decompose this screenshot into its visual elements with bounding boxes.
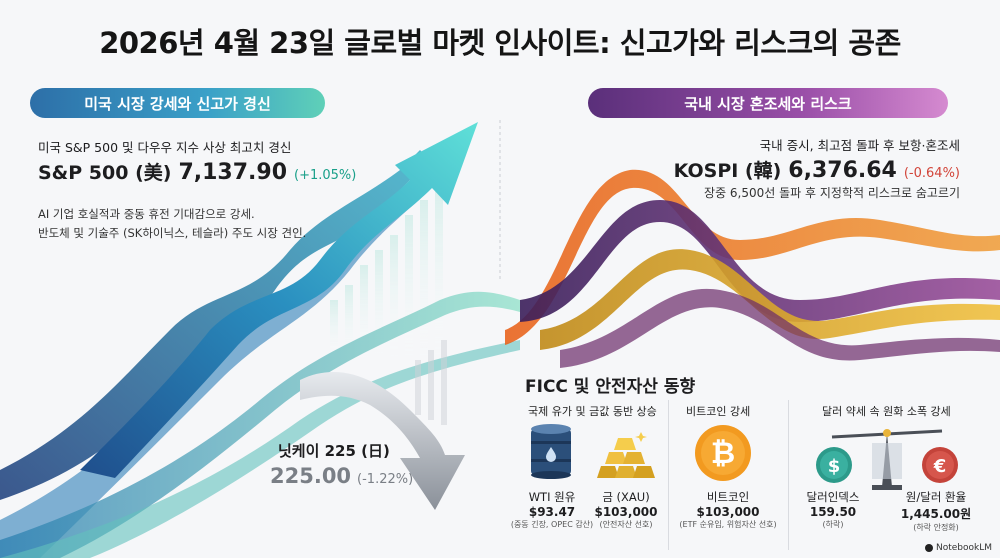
nikkei-change: (-1.22%): [357, 472, 414, 487]
oil-name: WTI 원유: [528, 490, 576, 504]
svg-text:$: $: [828, 456, 841, 477]
kr-description: 장중 6,500선 돌파 후 지정학적 리스크로 숨고르기: [704, 186, 960, 200]
dxy-note: (하락): [822, 520, 844, 529]
us-desc-line-1: AI 기업 호실적과 중동 휴전 기대감으로 강세.: [38, 207, 255, 221]
gold-note: (안전자산 선호): [599, 520, 653, 529]
us-section-header: 미국 시장 강세와 신고가 경신: [30, 88, 325, 118]
oil-item: WTI 원유 $93.47 (중동 긴장, OPEC 감산): [502, 489, 602, 530]
gold-name: 금 (XAU): [602, 490, 650, 504]
krw-value: 1,445.00원: [900, 507, 972, 521]
sp500-name: S&P 500 (美): [38, 162, 172, 184]
us-subtitle: 미국 S&P 500 및 다우우 지수 사상 최고치 경신: [38, 140, 292, 155]
btc-note: (ETF 순유입, 위험자산 선호): [679, 520, 777, 529]
nikkei-readout: 225.00 (-1.22%): [270, 464, 413, 488]
btc-item: 비트코인 $103,000 (ETF 순유입, 위험자산 선호): [673, 489, 783, 530]
kr-subtitle: 국내 증시, 최고점 돌파 후 보항·혼조세: [759, 138, 960, 153]
svg-text:₿: ₿: [711, 436, 735, 471]
ficc-group-label-fx: 달러 약세 속 원화 소폭 강세: [822, 405, 951, 418]
ficc-title: FICC 및 안전자산 동향: [525, 377, 696, 397]
ficc-group-label-oil-gold: 국제 유가 및 금값 동반 상승: [528, 405, 657, 418]
oil-note: (중동 긴장, OPEC 감산): [510, 520, 594, 529]
dollar-coin-icon: $: [816, 447, 852, 483]
krw-item: 원/달러 환율 1,445.00원 (하락 안정화): [886, 489, 986, 533]
sp500-readout: S&P 500 (美) 7,137.90 (+1.05%): [38, 158, 356, 185]
btc-name: 비트코인: [706, 490, 750, 504]
kospi-value: 6,376.64: [788, 158, 897, 183]
brand-text: NotebookLM: [935, 543, 992, 553]
bitcoin-icon: ₿: [695, 425, 751, 481]
krw-name: 원/달러 환율: [905, 490, 967, 504]
ficc-divider-1: [668, 400, 669, 550]
kospi-readout: KOSPI (韓) 6,376.64 (-0.64%): [674, 156, 960, 183]
gold-value: $103,000: [594, 505, 658, 519]
nikkei-value: 225.00: [270, 464, 352, 488]
balance-scale-icon: $ €: [816, 429, 958, 490]
ficc-group-label-bitcoin: 비트코인 강세: [686, 405, 751, 418]
dxy-value: 159.50: [809, 505, 857, 519]
us-desc-line-2: 반도체 및 기술주 (SK하이닉스, 테슬라) 주도 시장 견인.: [38, 226, 307, 240]
oil-value: $93.47: [528, 505, 576, 519]
us-description: AI 기업 호실적과 중동 휴전 기대감으로 강세. 반도체 및 기술주 (SK…: [38, 205, 306, 243]
notebooklm-logo-icon: [924, 544, 933, 552]
btc-value: $103,000: [696, 505, 760, 519]
kospi-change: (-0.64%): [903, 166, 960, 181]
svg-text:€: €: [933, 456, 947, 477]
kr-section-header: 국내 시장 혼조세와 리스크: [588, 88, 948, 118]
euro-coin-icon: €: [922, 447, 958, 483]
oil-barrel-icon: [531, 424, 571, 479]
dxy-item: 달러인덱스 159.50 (하락): [783, 489, 883, 530]
sp500-change: (+1.05%): [294, 168, 357, 183]
krw-note: (하락 안정화): [913, 523, 959, 532]
page-title: 2026년 4월 23일 글로벌 마켓 인사이트: 신고가와 리스크의 공존: [99, 26, 901, 60]
ficc-divider-2: [788, 400, 789, 550]
kospi-name: KOSPI (韓): [673, 160, 782, 182]
sp500-value: 7,137.90: [178, 160, 287, 185]
gold-bars-icon: [597, 432, 655, 478]
gold-item: 금 (XAU) $103,000 (안전자산 선호): [576, 489, 676, 530]
brand-watermark: NotebookLM: [924, 543, 992, 553]
nikkei-name: 닛케이 225 (日): [278, 442, 390, 460]
dxy-name: 달러인덱스: [806, 490, 860, 504]
